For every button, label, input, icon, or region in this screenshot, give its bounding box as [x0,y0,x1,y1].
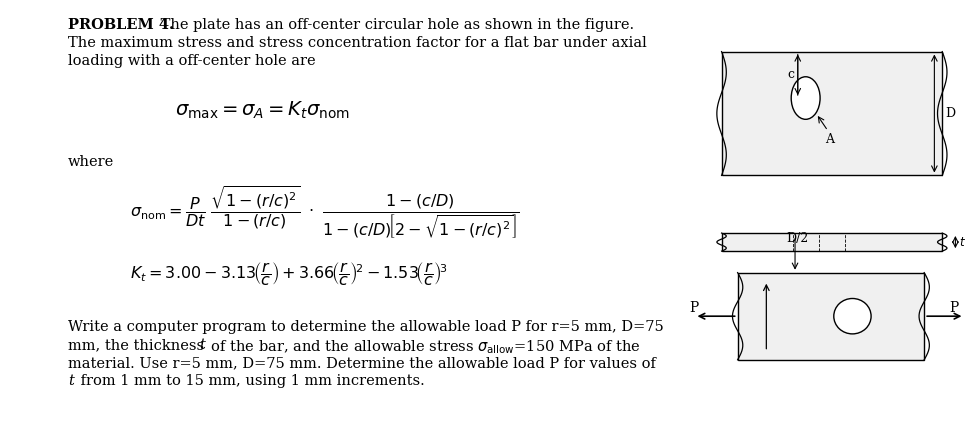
Text: PROBLEM 4.: PROBLEM 4. [68,18,174,32]
Text: P: P [689,301,698,315]
Text: mm, the thickness: mm, the thickness [68,338,209,352]
Circle shape [791,77,820,120]
Bar [722,233,942,251]
Text: Write a computer program to determine the allowable load P for r=5 mm, D=75: Write a computer program to determine th… [68,320,664,334]
Text: D: D [945,107,955,120]
Text: A: A [825,133,834,146]
Circle shape [834,298,871,334]
Text: of the bar, and the allowable stress $\sigma_{\mathrm{allow}}$=150 MPa of the: of the bar, and the allowable stress $\s… [206,338,641,356]
Text: The plate has an off-center circular hole as shown in the figure.: The plate has an off-center circular hol… [156,18,634,32]
Text: loading with a off-center hole are: loading with a off-center hole are [68,54,315,68]
Text: The maximum stress and stress concentration factor for a flat bar under axial: The maximum stress and stress concentrat… [68,36,647,50]
Text: D/2: D/2 [786,232,809,245]
Text: material. Use r=5 mm, D=75 mm. Determine the allowable load P for values of: material. Use r=5 mm, D=75 mm. Determine… [68,356,656,370]
Text: c: c [788,68,795,81]
Text: P: P [950,301,958,315]
Text: $K_t = 3.00 - 3.13\!\left(\dfrac{r}{c}\right) + 3.66\!\left(\dfrac{r}{c}\right)^: $K_t = 3.00 - 3.13\!\left(\dfrac{r}{c}\r… [130,260,448,288]
Text: from 1 mm to 15 mm, using 1 mm increments.: from 1 mm to 15 mm, using 1 mm increment… [76,374,425,388]
Bar [722,52,942,175]
Text: $\sigma_{\mathrm{max}} = \sigma_A = K_t\sigma_{\mathrm{nom}}$: $\sigma_{\mathrm{max}} = \sigma_A = K_t\… [175,100,350,121]
Text: $\sigma_{\mathrm{nom}} = \dfrac{P}{Dt}\ \dfrac{\sqrt{1-(r/c)^2}}{1-(r/c)}\ \cdot: $\sigma_{\mathrm{nom}} = \dfrac{P}{Dt}\ … [130,185,520,242]
Text: $t$: $t$ [959,236,966,249]
Bar [738,273,924,360]
Text: where: where [68,155,114,169]
Text: t: t [68,374,74,388]
Text: t: t [199,338,205,352]
